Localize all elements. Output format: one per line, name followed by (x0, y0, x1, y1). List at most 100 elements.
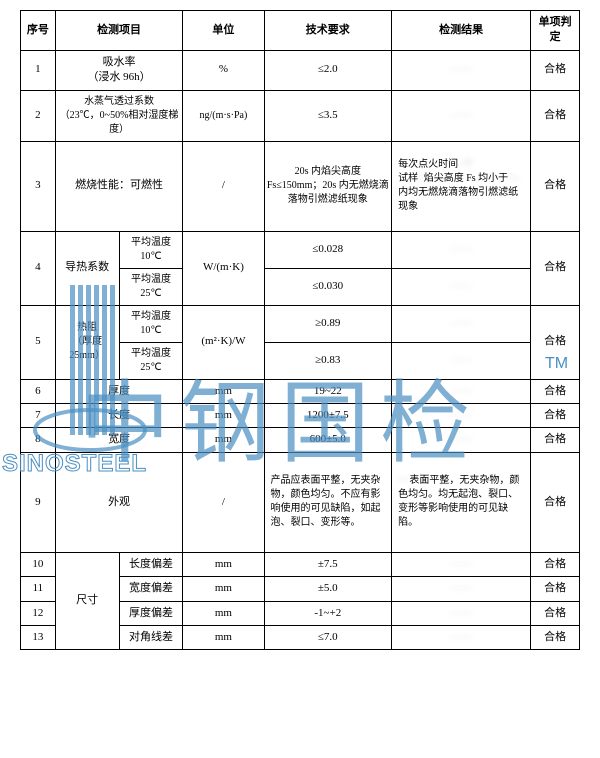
cell-subitem: 宽度偏差 (119, 577, 183, 601)
cell-item: 热阻 （厚度 25mm） (55, 305, 119, 379)
cell-judge: 合格 (531, 625, 580, 649)
cell-result: —— (392, 342, 531, 379)
cell-result: —— (392, 625, 531, 649)
cell-judge: 合格 (531, 50, 580, 90)
cell-judge: 合格 (531, 90, 580, 141)
cell-num: 11 (21, 577, 56, 601)
cell-item: 厚度 (55, 379, 183, 403)
cell-judge: 合格 (531, 141, 580, 231)
cell-num: 4 (21, 231, 56, 305)
cell-judge: 合格 (531, 452, 580, 552)
cell-item: 宽度 (55, 428, 183, 452)
cell-num: 7 (21, 403, 56, 427)
table-row: 4 导热系数 平均温度 10℃ W/(m·K) ≤0.028 —— 合格 (21, 231, 580, 268)
header-unit: 单位 (183, 11, 264, 51)
cell-subitem: 平均温度 25℃ (119, 342, 183, 379)
cell-judge: 合格 (531, 577, 580, 601)
cell-judge: 合格 (531, 231, 580, 305)
cell-subitem: 平均温度 10℃ (119, 231, 183, 268)
header-judge: 单项判定 (531, 11, 580, 51)
cell-req: 1200±7.5 (264, 403, 392, 427)
cell-unit: % (183, 50, 264, 90)
cell-subitem: 长度偏差 (119, 552, 183, 576)
table-row: 8 宽度 mm 600±5.0 —— 合格 (21, 428, 580, 452)
cell-result: —— (392, 50, 531, 90)
cell-req: 产品应表面平整，无夹杂物，颜色均匀。不应有影响使用的可见缺陷，如起泡、裂口、变形… (264, 452, 392, 552)
cell-subitem: 厚度偏差 (119, 601, 183, 625)
cell-item: 导热系数 (55, 231, 119, 305)
cell-unit: / (183, 141, 264, 231)
cell-result: ××表面平整，无夹杂物，颜色均匀。均无起泡、裂口、变形等影响使用的可见缺陷。 (392, 452, 531, 552)
cell-unit: (m²·K)/W (183, 305, 264, 379)
header-num: 序号 (21, 11, 56, 51)
cell-req: ≤0.030 (264, 268, 392, 305)
table-row: 2 水蒸气透过系数 （23℃，0~50%相对湿度梯度） ng/(m·s·Pa) … (21, 90, 580, 141)
table-row: 6 厚度 mm 19~22 —— 合格 (21, 379, 580, 403)
cell-num: 9 (21, 452, 56, 552)
cell-num: 6 (21, 379, 56, 403)
cell-unit: ng/(m·s·Pa) (183, 90, 264, 141)
cell-result: —— (392, 305, 531, 342)
cell-unit: mm (183, 379, 264, 403)
cell-num: 8 (21, 428, 56, 452)
cell-judge: 合格 (531, 403, 580, 427)
cell-subitem: 平均温度 25℃ (119, 268, 183, 305)
cell-unit: mm (183, 403, 264, 427)
cell-result: —— (392, 268, 531, 305)
cell-unit: W/(m·K) (183, 231, 264, 305)
cell-result: —— (392, 231, 531, 268)
cell-result: —— (392, 90, 531, 141)
cell-result: —— (392, 403, 531, 427)
cell-req: ≤7.0 (264, 625, 392, 649)
table-row: 7 长度 mm 1200±7.5 —— 合格 (21, 403, 580, 427)
cell-req: 20s 内焰尖高度 Fs≤150mm；20s 内无燃烧滴落物引燃滤纸现象 (264, 141, 392, 231)
cell-req: 19~22 (264, 379, 392, 403)
cell-req: ≤3.5 (264, 90, 392, 141)
cell-num: 13 (21, 625, 56, 649)
cell-judge: 合格 (531, 305, 580, 379)
cell-judge: 合格 (531, 552, 580, 576)
cell-num: 2 (21, 90, 56, 141)
cell-unit: / (183, 452, 264, 552)
table-row: 1 吸水率 （浸水 96h） % ≤2.0 —— 合格 (21, 50, 580, 90)
cell-unit: mm (183, 552, 264, 576)
cell-result: —— (392, 379, 531, 403)
header-item: 检测项目 (55, 11, 183, 51)
cell-item: 吸水率 （浸水 96h） (55, 50, 183, 90)
cell-unit: mm (183, 428, 264, 452)
cell-subitem: 平均温度 10℃ (119, 305, 183, 342)
cell-req: ≤0.028 (264, 231, 392, 268)
cell-item: 燃烧性能：可燃性 (55, 141, 183, 231)
cell-num: 3 (21, 141, 56, 231)
cell-unit: mm (183, 625, 264, 649)
cell-req: ≥0.83 (264, 342, 392, 379)
cell-subitem: 对角线差 (119, 625, 183, 649)
cell-unit: mm (183, 577, 264, 601)
cell-judge: 合格 (531, 601, 580, 625)
cell-req: -1~+2 (264, 601, 392, 625)
header-req: 技术要求 (264, 11, 392, 51)
cell-judge: 合格 (531, 379, 580, 403)
cell-num: 5 (21, 305, 56, 379)
cell-item: 水蒸气透过系数 （23℃，0~50%相对湿度梯度） (55, 90, 183, 141)
cell-result: —— (392, 601, 531, 625)
table-row: 3 燃烧性能：可燃性 / 20s 内焰尖高度 Fs≤150mm；20s 内无燃烧… (21, 141, 580, 231)
cell-item: 外观 (55, 452, 183, 552)
cell-req: ≥0.89 (264, 305, 392, 342)
header-result: 检测结果 (392, 11, 531, 51)
cell-num: 12 (21, 601, 56, 625)
table-row: 5 热阻 （厚度 25mm） 平均温度 10℃ (m²·K)/W ≥0.89 —… (21, 305, 580, 342)
cell-num: 1 (21, 50, 56, 90)
cell-result: —— (392, 428, 531, 452)
cell-item: 尺寸 (55, 552, 119, 650)
inspection-table: 序号 检测项目 单位 技术要求 检测结果 单项判定 1 吸水率 （浸水 96h）… (20, 10, 580, 650)
table-row: 10 尺寸 长度偏差 mm ±7.5 —— 合格 (21, 552, 580, 576)
cell-req: ≤2.0 (264, 50, 392, 90)
cell-result: —— (392, 577, 531, 601)
header-row: 序号 检测项目 单位 技术要求 检测结果 单项判定 (21, 11, 580, 51)
cell-req: 600±5.0 (264, 428, 392, 452)
cell-unit: mm (183, 601, 264, 625)
cell-judge: 合格 (531, 428, 580, 452)
cell-num: 10 (21, 552, 56, 576)
cell-item: 长度 (55, 403, 183, 427)
